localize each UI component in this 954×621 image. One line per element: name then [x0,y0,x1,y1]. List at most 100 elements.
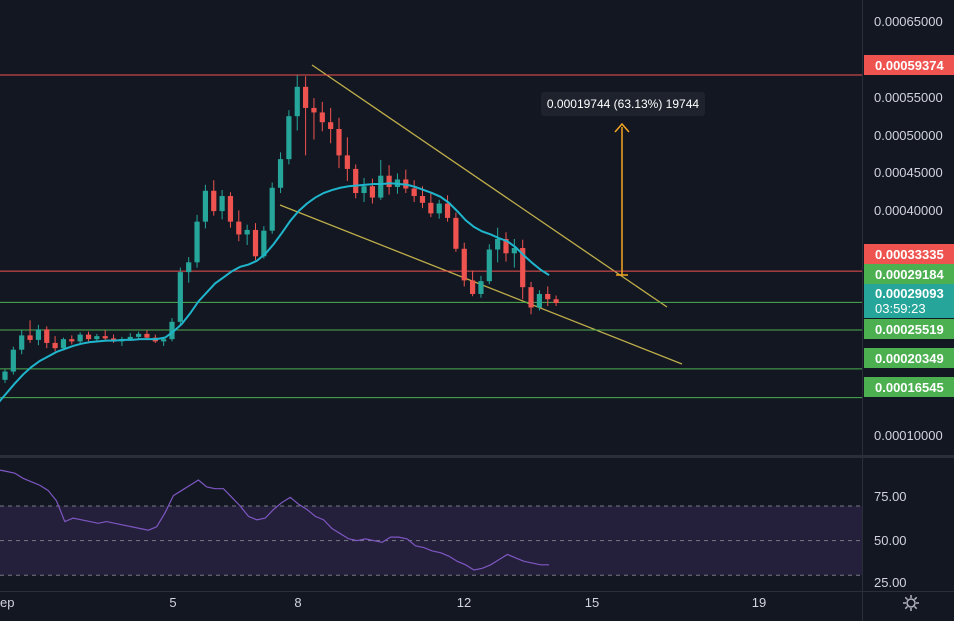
candle-body[interactable] [177,272,183,322]
rsi-axis[interactable]: 75.00 50.00 25.00 [874,489,907,590]
measure-arrow-head [614,122,630,133]
date-tick: ep [0,595,14,610]
candle-body[interactable] [85,334,92,340]
candle-body[interactable] [444,203,451,218]
price-tick: 0.00010000 [874,428,943,443]
candle-body[interactable] [202,190,208,222]
candle-body[interactable] [428,202,434,214]
candle-body[interactable] [461,248,467,281]
candle-body[interactable] [69,339,75,342]
candle-body[interactable] [2,371,8,380]
support-1-tag [864,264,954,284]
support-3-label: 0.00020349 [875,351,944,366]
candle-body[interactable] [219,196,225,212]
rsi-tick: 25.00 [874,575,907,590]
candle-body[interactable] [495,238,501,250]
support-4-label: 0.00016545 [875,380,944,395]
candle-body[interactable] [453,217,459,249]
candle-body[interactable] [269,187,275,231]
candle-body[interactable] [503,238,509,254]
candle-body[interactable] [369,186,375,198]
candle-body[interactable] [378,175,384,198]
candle-body[interactable] [553,299,559,303]
price-tick: 0.00040000 [874,203,943,218]
candle-body[interactable] [186,262,192,273]
rsi-line[interactable] [0,469,550,571]
price-tags: 0.00059374 0.00033335 0.00029184 0.00029… [864,55,954,397]
price-axis[interactable]: 0.00065000 0.00055000 0.00050000 0.00045… [874,14,943,443]
date-tick: 5 [169,595,176,610]
upper-trendline[interactable] [311,64,668,308]
candle-body[interactable] [60,339,67,349]
resistance-high-label: 0.00059374 [875,58,944,73]
price-pane[interactable] [0,0,862,455]
time-axis[interactable]: ep 5 8 12 15 19 [0,595,766,610]
candle-body[interactable] [10,349,16,372]
candle-body[interactable] [52,342,58,349]
candle-body[interactable] [319,112,325,123]
candle-body[interactable] [294,86,300,117]
candle-body[interactable] [252,229,259,257]
candle-body[interactable] [102,336,108,339]
candle-body[interactable] [144,333,150,338]
candle-body[interactable] [353,168,359,194]
candle-body[interactable] [528,287,534,308]
gear-icon[interactable] [903,595,919,611]
date-tick: 15 [585,595,599,610]
candle-body[interactable] [470,280,476,294]
candle-body[interactable] [127,336,133,340]
candle-body[interactable] [94,336,100,340]
candle-body[interactable] [486,249,492,282]
candle-body[interactable] [511,248,517,254]
candle-body[interactable] [194,221,200,263]
candle-body[interactable] [344,155,350,169]
candle-body[interactable] [227,196,234,222]
candle-body[interactable] [35,329,41,340]
support-4-tag [864,377,954,397]
candle-body[interactable] [361,186,367,194]
candle-body[interactable] [311,107,317,113]
rsi-tick: 75.00 [874,489,907,504]
candle-body[interactable] [419,196,426,203]
rsi-tick: 50.00 [874,533,907,548]
support-3-tag [864,348,954,368]
candle-body[interactable] [303,86,309,108]
candle-body[interactable] [336,129,342,156]
support-2-tag [864,319,954,339]
candle-body[interactable] [19,335,25,350]
candle-body[interactable] [411,188,417,197]
date-tick: 12 [457,595,471,610]
candle-body[interactable] [536,293,542,308]
candle-body[interactable] [211,190,217,212]
current-price-tag [864,284,954,318]
moving-average-line[interactable] [0,182,550,403]
candle-body[interactable] [261,230,267,257]
candle-body[interactable] [436,203,442,214]
price-range-measure[interactable]: 0.00019744 (63.13%) 19744 [541,92,705,276]
candle-body[interactable] [478,281,484,294]
resistance-low-tag [864,244,954,264]
candle-body[interactable] [136,333,142,337]
candle-body[interactable] [161,339,167,342]
resistance-high-tag [864,55,954,75]
candle-body[interactable] [286,116,292,160]
measure-label: 0.00019744 (63.13%) 19744 [547,97,699,111]
candle-body[interactable] [277,159,284,188]
candle-body[interactable] [244,229,250,235]
price-tick: 0.00055000 [874,90,943,105]
candle-body[interactable] [169,321,175,340]
candle-body[interactable] [77,334,83,342]
price-tick: 0.00045000 [874,165,943,180]
candle-body[interactable] [520,248,526,288]
support-1-label: 0.00029184 [875,267,944,282]
candle-body[interactable] [386,175,392,188]
candle-body[interactable] [44,329,50,343]
candle-body[interactable] [328,122,334,130]
candle-body[interactable] [27,335,33,340]
candle-body[interactable] [236,221,242,235]
date-tick: 8 [294,595,301,610]
candle-body[interactable] [545,293,551,300]
price-tick: 0.00065000 [874,14,943,29]
